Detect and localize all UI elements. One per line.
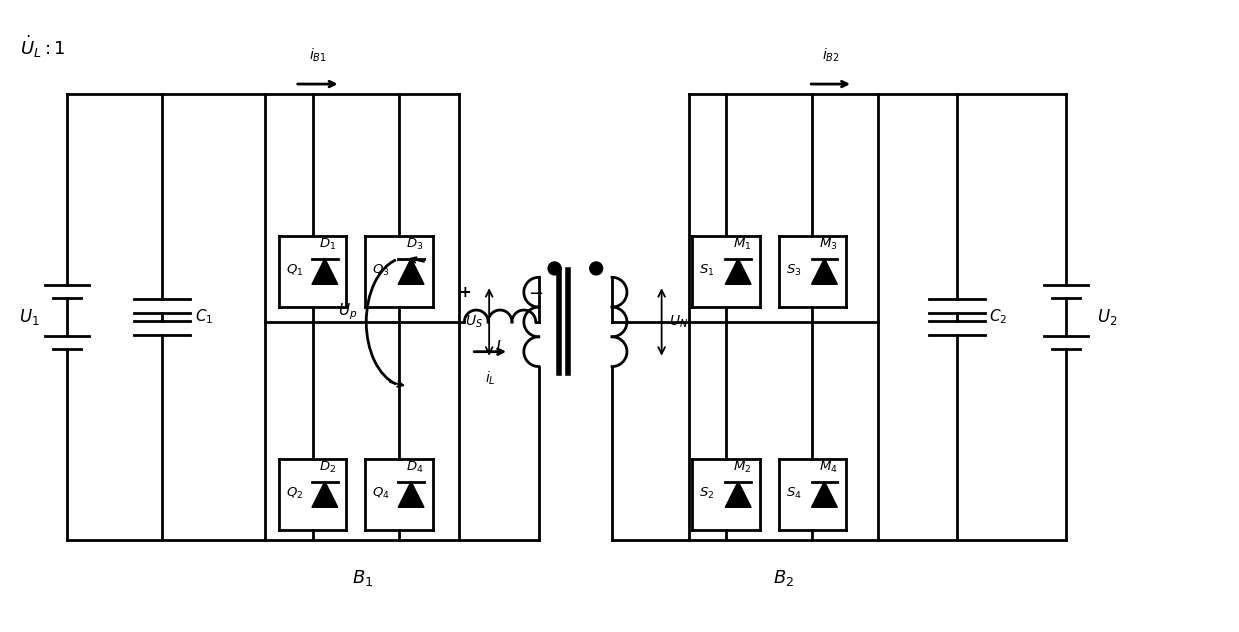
- Circle shape: [548, 262, 561, 275]
- Text: $S_2$: $S_2$: [699, 485, 715, 501]
- Text: $i_{B2}$: $i_{B2}$: [823, 47, 840, 64]
- Text: $U_N$: $U_N$: [669, 313, 688, 330]
- Text: $B_2$: $B_2$: [773, 568, 794, 588]
- Polygon shape: [812, 482, 838, 507]
- Text: $Q_2$: $Q_2$: [286, 485, 304, 501]
- Text: $B_1$: $B_1$: [352, 568, 373, 588]
- Text: $M_3$: $M_3$: [819, 237, 838, 252]
- Text: $S_3$: $S_3$: [786, 262, 802, 277]
- Text: $M_4$: $M_4$: [819, 459, 838, 475]
- Circle shape: [590, 262, 602, 275]
- Text: $U_2$: $U_2$: [1098, 307, 1118, 327]
- Polygon shape: [725, 482, 751, 507]
- Text: $D_3$: $D_3$: [405, 237, 422, 252]
- Text: $S_1$: $S_1$: [699, 262, 715, 277]
- Polygon shape: [725, 258, 751, 284]
- Text: $U_1$: $U_1$: [19, 307, 40, 327]
- Text: $i_L$: $i_L$: [484, 370, 496, 387]
- Text: $Q_4$: $Q_4$: [372, 485, 390, 501]
- Text: $S_4$: $S_4$: [786, 485, 802, 501]
- Text: +: +: [458, 284, 471, 300]
- Text: $U_S$: $U_S$: [466, 313, 483, 330]
- Text: $D_2$: $D_2$: [320, 459, 337, 475]
- Polygon shape: [312, 258, 338, 284]
- Text: $U_p$: $U_p$: [338, 301, 357, 322]
- Text: $M_1$: $M_1$: [732, 237, 751, 252]
- Polygon shape: [812, 258, 838, 284]
- Text: $D_4$: $D_4$: [405, 459, 424, 475]
- Text: $i_{B1}$: $i_{B1}$: [309, 47, 327, 64]
- Text: $-$: $-$: [528, 283, 544, 301]
- Text: $\dot{U}_L: 1$: $\dot{U}_L: 1$: [20, 33, 66, 59]
- Text: $C_2$: $C_2$: [990, 308, 1007, 326]
- Text: $D_1$: $D_1$: [320, 237, 337, 252]
- Text: $M_2$: $M_2$: [732, 459, 751, 475]
- Text: $C_1$: $C_1$: [195, 308, 213, 326]
- Text: $Q_3$: $Q_3$: [372, 262, 390, 277]
- Text: $L$: $L$: [494, 339, 506, 356]
- Text: $Q_1$: $Q_1$: [286, 262, 304, 277]
- Polygon shape: [398, 258, 424, 284]
- Polygon shape: [398, 482, 424, 507]
- Polygon shape: [312, 482, 338, 507]
